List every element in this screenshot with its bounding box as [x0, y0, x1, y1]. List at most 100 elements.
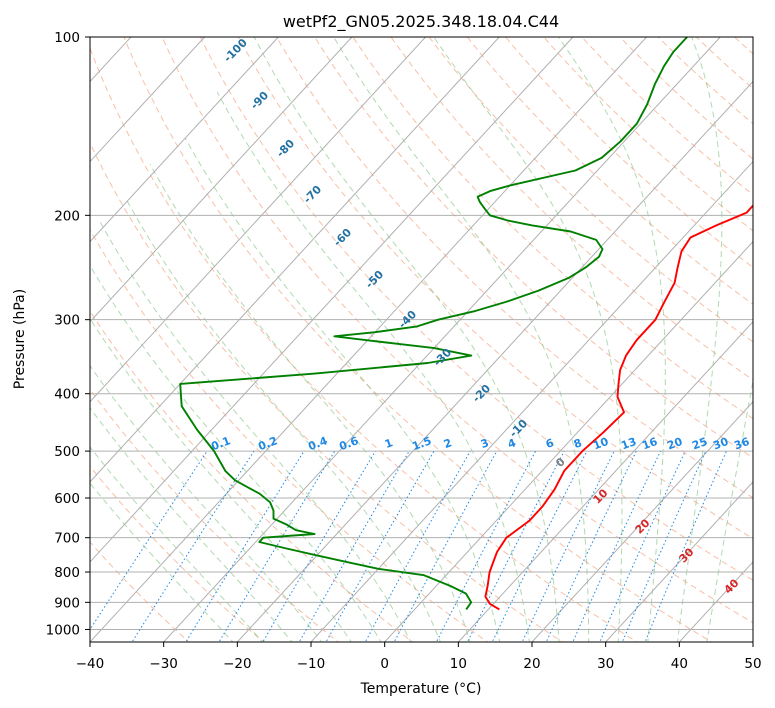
- y-tick-label: 600: [54, 491, 80, 507]
- y-tick-label: 900: [54, 595, 80, 611]
- y-tick-label: 300: [54, 313, 80, 329]
- moist-adiabat-line: [149, 164, 471, 642]
- moist-adiabat-line: [90, 264, 382, 642]
- isotherm-line: [310, 160, 753, 642]
- mixing-ratio-label: 8: [572, 436, 584, 451]
- x-tick-label: 10: [450, 656, 467, 672]
- isotherm-line: [531, 401, 753, 642]
- mixing-ratio-label: 13: [619, 435, 638, 452]
- dry-adiabat-line: [275, 37, 753, 499]
- moist-adiabat-line: [90, 446, 264, 642]
- dry-adiabat-line: [90, 142, 564, 642]
- y-tick-label: 1000: [46, 622, 80, 638]
- temperature-line: [484, 204, 753, 611]
- mixing-ratio-label: 36: [732, 435, 751, 453]
- isotherm-line: [90, 37, 353, 323]
- x-tick-label: 50: [744, 656, 761, 672]
- x-axis-ticks: −40 −30 −20 −10 0 10 20 30 40 50: [76, 642, 762, 672]
- y-axis-label: Pressure (hPa): [12, 289, 28, 389]
- moist-adiabat-line: [90, 364, 323, 642]
- y-axis-ticks: 100 200 300 400 500 600 700 800 900 1000: [46, 30, 90, 638]
- mixing-ratio-line: [644, 450, 727, 642]
- mixing-ratio-line: [435, 450, 537, 642]
- dry-adiabat-line: [123, 37, 713, 642]
- mixing-ratio-line: [325, 450, 435, 642]
- y-tick-label: 200: [54, 208, 80, 224]
- mixing-ratio-label: 25: [690, 435, 709, 452]
- y-tick-label: 700: [54, 531, 80, 547]
- isotherm-line: [90, 37, 500, 483]
- mixing-ratio-label: 3: [479, 436, 491, 451]
- moist-adiabat-line: [125, 199, 441, 642]
- y-tick-label: 400: [54, 387, 80, 403]
- y-tick-label: 800: [54, 565, 80, 581]
- mixing-ratio-label: 10: [591, 435, 610, 453]
- dry-adiabat-line: [90, 465, 265, 642]
- mixing-ratio-label: 0.6: [337, 434, 360, 453]
- isotherm-line: [163, 37, 721, 642]
- mixing-ratio-label: 2: [442, 436, 454, 451]
- profile-lines: [179, 37, 753, 611]
- mixing-ratio-line: [364, 450, 471, 642]
- dry-adiabat-line: [161, 37, 753, 624]
- mixing-ratio-line: [185, 450, 305, 642]
- isotherm-line: [90, 37, 574, 563]
- mixing-ratio-lines: [90, 450, 727, 642]
- x-tick-label: 0: [380, 656, 389, 672]
- x-axis-label: Temperature (°C): [360, 681, 482, 697]
- mixing-ratio-label: 20: [665, 435, 684, 453]
- mixing-ratio-label: 4: [506, 436, 518, 451]
- dry-adiabat-line: [90, 310, 414, 642]
- dry-adiabat-line: [90, 228, 489, 642]
- dry-adiabat-line: [504, 37, 753, 268]
- isotherm-line: [236, 80, 753, 642]
- mixing-ratio-line: [298, 450, 410, 642]
- mixing-ratio-line: [218, 450, 336, 642]
- mixing-ratio-line: [599, 450, 686, 642]
- plot-frame: [89, 36, 754, 643]
- moist-adiabat-line: [90, 317, 352, 642]
- dry-adiabat-line: [90, 46, 639, 642]
- mixing-ratio-label: 6: [544, 436, 556, 451]
- x-tick-label: 40: [671, 656, 688, 672]
- mixing-ratio-line: [262, 450, 376, 642]
- mixing-ratio-line: [621, 450, 707, 642]
- moist-adiabat-line: [98, 220, 412, 642]
- isotherm-line: [90, 37, 205, 163]
- mixing-ratio-line: [466, 450, 565, 642]
- x-tick-label: 20: [523, 656, 540, 672]
- x-tick-label: −40: [76, 656, 105, 672]
- plot-area: -100-90-80-70-60-50-40-30-20-100.1 0.2 0.4…: [90, 37, 753, 642]
- y-tick-label: 100: [54, 30, 80, 46]
- isobars: [90, 37, 753, 630]
- dry-adiabat-line: [390, 37, 753, 381]
- dry-adiabat-line: [199, 37, 753, 581]
- chart-title: wetPf2_GN05.2025.348.18.04.C44: [283, 12, 559, 32]
- y-tick-label: 500: [54, 444, 80, 460]
- mixing-ratio-label: 1.5: [410, 434, 433, 453]
- mixing-ratio-label: 16: [640, 435, 659, 453]
- mixing-ratio-label: 0.2: [256, 434, 279, 453]
- x-tick-label: −20: [223, 656, 252, 672]
- isotherm-line: [384, 240, 753, 642]
- dry-adiabat-line: [352, 37, 753, 420]
- mixing-ratio-line: [393, 450, 498, 642]
- isotherms: [90, 37, 753, 642]
- x-tick-label: −30: [149, 656, 178, 672]
- mixing-ratio-line: [572, 450, 662, 642]
- dry-adiabat-line: [581, 37, 753, 196]
- isotherm-line: [90, 37, 279, 243]
- mixing-ratio-line: [90, 450, 208, 631]
- moist-adiabat-line: [216, 92, 530, 642]
- isotherm-line: [457, 320, 753, 642]
- isotherm-line: [90, 37, 426, 403]
- isotherm-line: [605, 481, 753, 642]
- mixing-ratio-label: 30: [711, 435, 730, 453]
- mixing-ratio-label: 0.1: [209, 434, 232, 453]
- x-tick-label: 30: [597, 656, 614, 672]
- dry-adiabat-line: [543, 37, 753, 232]
- x-tick-label: −10: [297, 656, 326, 672]
- mixing-ratio-label: 1: [383, 436, 395, 451]
- moist-adiabat-line: [90, 482, 234, 642]
